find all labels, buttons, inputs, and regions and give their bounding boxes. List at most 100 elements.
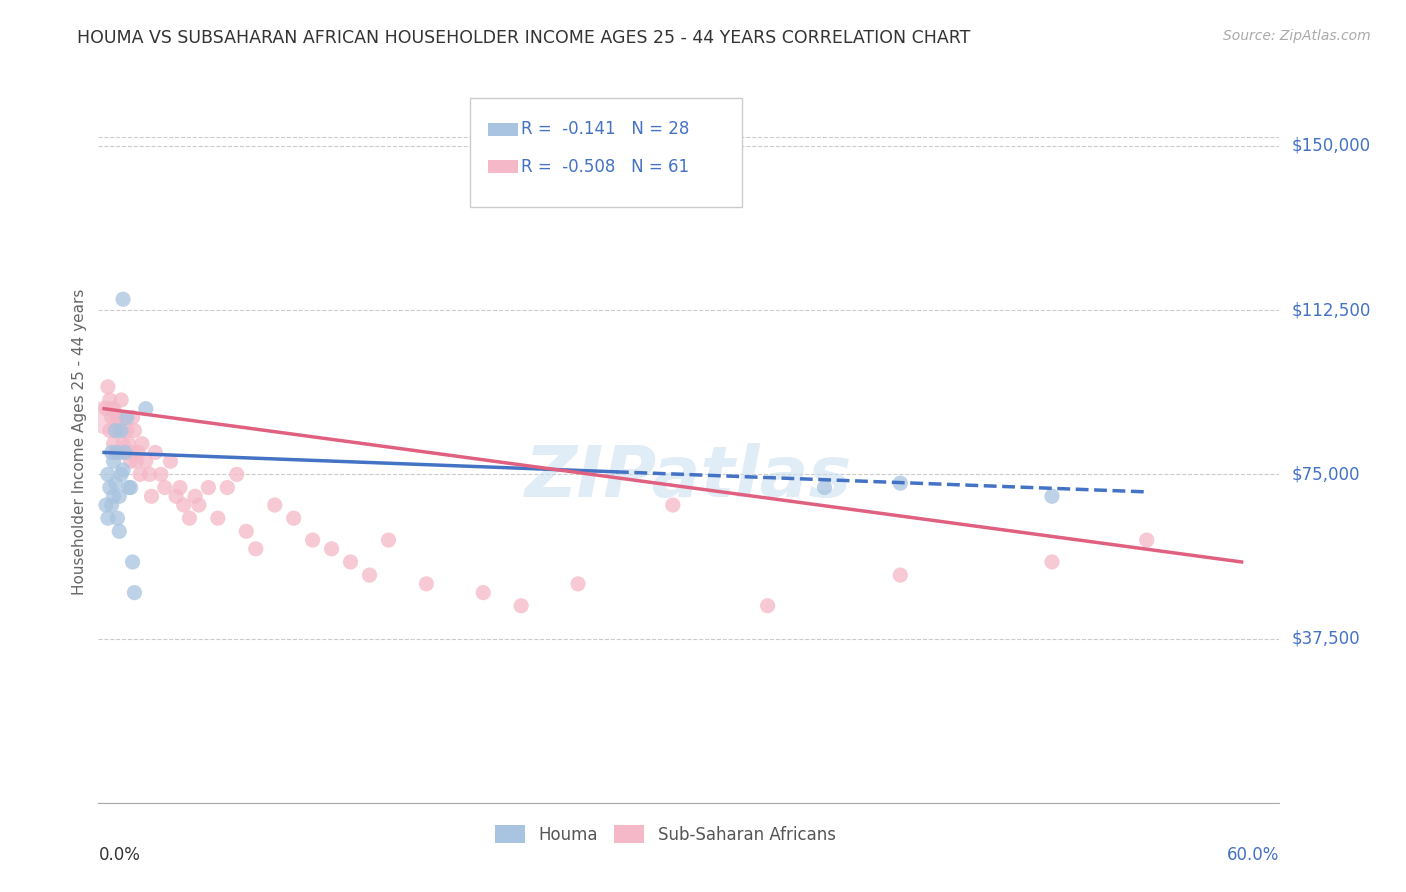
Point bbox=[110, 445, 132, 459]
Point bbox=[159, 454, 181, 468]
Point bbox=[359, 568, 381, 582]
FancyBboxPatch shape bbox=[488, 161, 517, 173]
Point bbox=[889, 476, 911, 491]
Point bbox=[125, 454, 148, 468]
Point bbox=[135, 401, 157, 416]
Point bbox=[104, 424, 127, 438]
Point bbox=[94, 410, 117, 425]
Point bbox=[115, 410, 138, 425]
Point bbox=[94, 401, 117, 416]
Point bbox=[112, 292, 135, 306]
Point bbox=[143, 445, 166, 459]
Text: ZIPatlas: ZIPatlas bbox=[526, 443, 852, 512]
Point bbox=[1040, 489, 1063, 503]
Point bbox=[103, 401, 125, 416]
Point bbox=[105, 445, 128, 459]
Point bbox=[141, 489, 163, 503]
Point bbox=[97, 467, 120, 482]
Point bbox=[104, 424, 127, 438]
Point bbox=[197, 481, 219, 495]
Legend: Houma, Sub-Saharan Africans: Houma, Sub-Saharan Africans bbox=[489, 821, 841, 848]
Point bbox=[129, 467, 152, 482]
Point bbox=[108, 424, 131, 438]
Text: 60.0%: 60.0% bbox=[1227, 847, 1279, 864]
Text: HOUMA VS SUBSAHARAN AFRICAN HOUSEHOLDER INCOME AGES 25 - 44 YEARS CORRELATION CH: HOUMA VS SUBSAHARAN AFRICAN HOUSEHOLDER … bbox=[77, 29, 970, 46]
Point bbox=[283, 511, 305, 525]
Point bbox=[98, 424, 121, 438]
Text: 0.0%: 0.0% bbox=[98, 847, 141, 864]
Point bbox=[165, 489, 187, 503]
Point bbox=[187, 498, 209, 512]
Point bbox=[110, 467, 132, 482]
Point bbox=[813, 481, 835, 495]
Point bbox=[104, 445, 127, 459]
Point bbox=[114, 410, 136, 425]
Point bbox=[105, 410, 128, 425]
Point bbox=[103, 436, 125, 450]
Point bbox=[662, 498, 685, 512]
Text: $75,000: $75,000 bbox=[1291, 466, 1360, 483]
Text: Source: ZipAtlas.com: Source: ZipAtlas.com bbox=[1223, 29, 1371, 43]
Point bbox=[173, 498, 195, 512]
Point bbox=[184, 489, 207, 503]
Text: $150,000: $150,000 bbox=[1291, 137, 1371, 155]
Point bbox=[179, 511, 201, 525]
Point bbox=[263, 498, 285, 512]
Point bbox=[301, 533, 323, 547]
Point bbox=[118, 481, 141, 495]
Text: $37,500: $37,500 bbox=[1291, 630, 1360, 648]
Point bbox=[104, 476, 127, 491]
Point bbox=[1040, 555, 1063, 569]
FancyBboxPatch shape bbox=[488, 123, 517, 136]
Point bbox=[124, 585, 146, 599]
Point bbox=[245, 541, 267, 556]
Point bbox=[339, 555, 361, 569]
Point bbox=[110, 392, 132, 407]
Point bbox=[97, 511, 120, 525]
Point bbox=[108, 489, 131, 503]
Point bbox=[112, 463, 135, 477]
Text: R =  -0.508   N = 61: R = -0.508 N = 61 bbox=[522, 158, 689, 176]
Point bbox=[115, 424, 138, 438]
Point bbox=[114, 445, 136, 459]
Point bbox=[756, 599, 779, 613]
Point bbox=[138, 467, 160, 482]
Point bbox=[108, 524, 131, 539]
Point bbox=[100, 445, 122, 459]
Point bbox=[415, 577, 437, 591]
Point bbox=[103, 489, 125, 503]
Point bbox=[120, 454, 142, 468]
Point bbox=[98, 481, 121, 495]
Point bbox=[110, 424, 132, 438]
Point bbox=[98, 392, 121, 407]
Point bbox=[120, 481, 142, 495]
Text: R =  -0.141   N = 28: R = -0.141 N = 28 bbox=[522, 120, 689, 138]
Point bbox=[135, 454, 157, 468]
Point bbox=[121, 555, 143, 569]
Point bbox=[100, 498, 122, 512]
Point bbox=[118, 436, 141, 450]
Point bbox=[100, 410, 122, 425]
Point bbox=[131, 436, 153, 450]
Point bbox=[207, 511, 229, 525]
Point bbox=[127, 445, 149, 459]
Point bbox=[121, 445, 143, 459]
Point bbox=[97, 380, 120, 394]
Y-axis label: Householder Income Ages 25 - 44 years: Householder Income Ages 25 - 44 years bbox=[72, 288, 87, 595]
Point bbox=[169, 481, 191, 495]
FancyBboxPatch shape bbox=[471, 98, 742, 207]
Point bbox=[105, 511, 128, 525]
Point bbox=[94, 498, 117, 512]
Point bbox=[472, 585, 495, 599]
Point bbox=[149, 467, 172, 482]
Point bbox=[114, 445, 136, 459]
Point bbox=[217, 481, 239, 495]
Point bbox=[153, 481, 176, 495]
Text: $112,500: $112,500 bbox=[1291, 301, 1371, 319]
Point bbox=[225, 467, 247, 482]
Point bbox=[112, 436, 135, 450]
Point bbox=[377, 533, 399, 547]
Point bbox=[1136, 533, 1159, 547]
Point bbox=[567, 577, 589, 591]
Point bbox=[103, 454, 125, 468]
